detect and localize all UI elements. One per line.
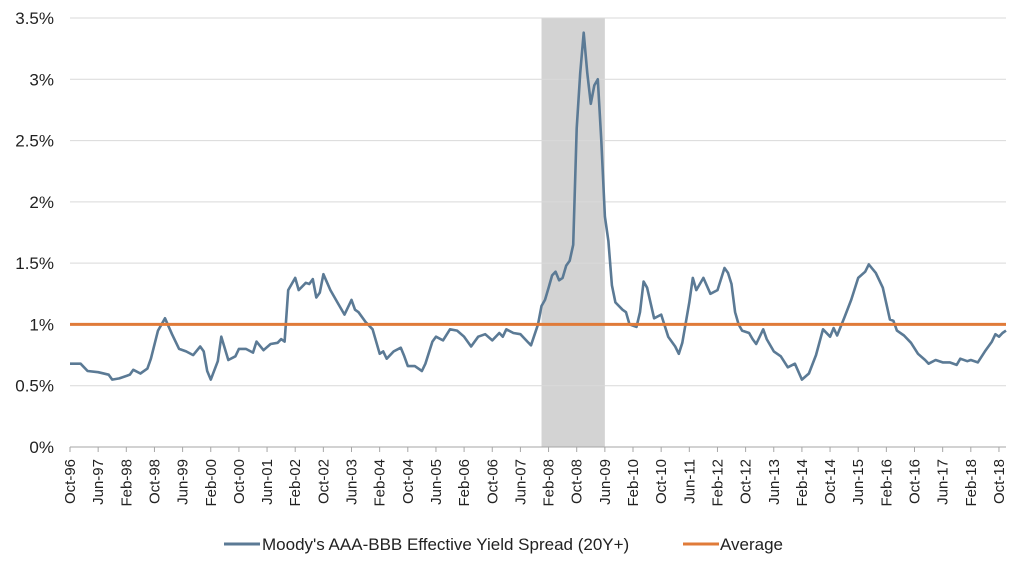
y-tick-label: 1% <box>29 315 54 334</box>
x-tick-label: Jun-99 <box>175 459 192 505</box>
x-tick-label: Feb-18 <box>963 459 980 507</box>
y-tick-label: 1.5% <box>15 254 54 273</box>
x-tick-label: Feb-10 <box>625 459 642 507</box>
x-tick-label: Feb-02 <box>287 459 304 507</box>
y-tick-label: 2.5% <box>15 132 54 151</box>
x-tick-label: Jun-15 <box>850 459 867 505</box>
x-tick-label: Jun-07 <box>512 459 529 505</box>
x-tick-label: Jun-09 <box>597 459 614 505</box>
x-tick-label: Feb-14 <box>794 459 811 507</box>
legend-label: Average <box>720 535 783 554</box>
x-tick-label: Oct-12 <box>738 459 755 504</box>
x-tick-label: Oct-04 <box>400 459 417 504</box>
x-tick-label: Jun-05 <box>428 459 445 505</box>
x-tick-label: Jun-01 <box>259 459 276 505</box>
x-tick-label: Oct-98 <box>146 459 163 504</box>
y-tick-label: 3% <box>29 70 54 89</box>
x-tick-label: Feb-00 <box>203 459 220 507</box>
x-tick-label: Feb-98 <box>118 459 135 507</box>
y-tick-label: 3.5% <box>15 9 54 28</box>
x-tick-label: Jun-03 <box>344 459 361 505</box>
legend-label: Moody's AAA-BBB Effective Yield Spread (… <box>262 535 629 554</box>
y-tick-label: 2% <box>29 193 54 212</box>
y-tick-label: 0.5% <box>15 377 54 396</box>
x-tick-label: Oct-14 <box>822 459 839 504</box>
spread-line <box>70 31 1007 381</box>
x-tick-label: Oct-10 <box>653 459 670 504</box>
x-tick-label: Feb-04 <box>372 459 389 507</box>
x-tick-label: Oct-02 <box>315 459 332 504</box>
x-tick-label: Feb-16 <box>878 459 895 507</box>
x-tick-label: Feb-12 <box>709 459 726 507</box>
x-tick-label: Oct-06 <box>484 459 501 504</box>
x-tick-label: Feb-06 <box>456 459 473 507</box>
x-tick-label: Jun-13 <box>766 459 783 505</box>
x-tick-label: Jun-11 <box>681 459 698 504</box>
x-tick-label: Oct-18 <box>991 459 1008 504</box>
x-tick-label: Oct-96 <box>62 459 79 504</box>
x-tick-label: Oct-16 <box>907 459 924 504</box>
x-tick-label: Feb-08 <box>541 459 558 507</box>
x-tick-label: Oct-08 <box>569 459 586 504</box>
x-tick-label: Jun-17 <box>935 459 952 505</box>
y-tick-label: 0% <box>29 438 54 457</box>
x-tick-label: Oct-00 <box>231 459 248 504</box>
x-tick-label: Jun-97 <box>90 459 107 505</box>
